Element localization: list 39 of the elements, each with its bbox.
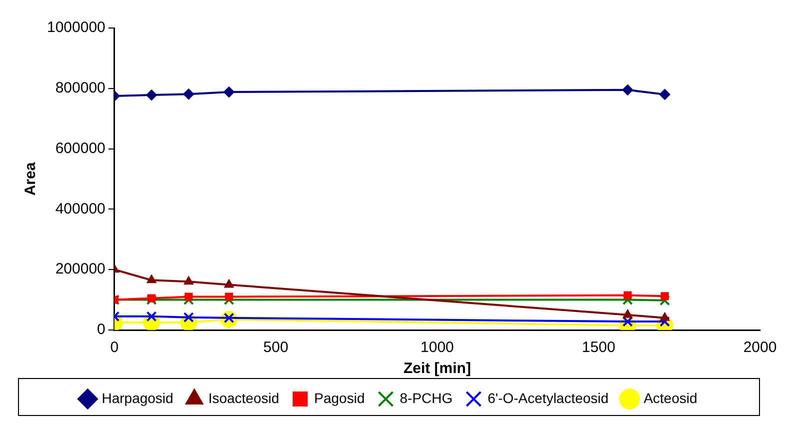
y-tick-label: 800000 [55,80,106,97]
legend-label: 6'-O-Acetylacteosid [488,390,609,406]
y-tick-label: 400000 [55,200,106,218]
y-axis-title: Area [22,162,40,196]
x-tick-label: 500 [263,339,288,356]
point [183,294,194,306]
legend-label: Isoacteosid [208,390,280,406]
point [622,294,633,306]
point [184,292,193,301]
x-tick-label: 0 [110,339,119,356]
point [660,312,670,321]
point [622,84,634,96]
point [624,291,632,300]
x-axis-title: Zeit [min] [403,360,471,378]
point [183,88,194,100]
point [146,294,157,306]
point [224,279,234,288]
legend-label: Acteosid [644,390,698,406]
point [622,309,632,318]
x-tick-label: 1000 [420,339,454,356]
legend-label: Harpagosid [102,390,174,406]
point [147,294,156,302]
x-tick-label: 2000 [743,339,777,356]
point [659,88,670,100]
y-tick-label: 600000 [55,140,106,157]
x-tick-label: 1500 [582,339,616,356]
point [660,292,669,300]
legend-label: Pagosid [314,390,365,406]
point [146,90,158,101]
point [184,276,194,285]
y-tick-label: 200000 [55,260,106,278]
legend-label: 8-PCHG [400,390,453,406]
point [660,295,670,306]
point [223,86,234,98]
y-tick-label: 0 [97,321,106,338]
point [224,292,234,301]
point [224,294,234,306]
point [146,274,156,284]
y-tick-label: 1000000 [46,19,106,36]
